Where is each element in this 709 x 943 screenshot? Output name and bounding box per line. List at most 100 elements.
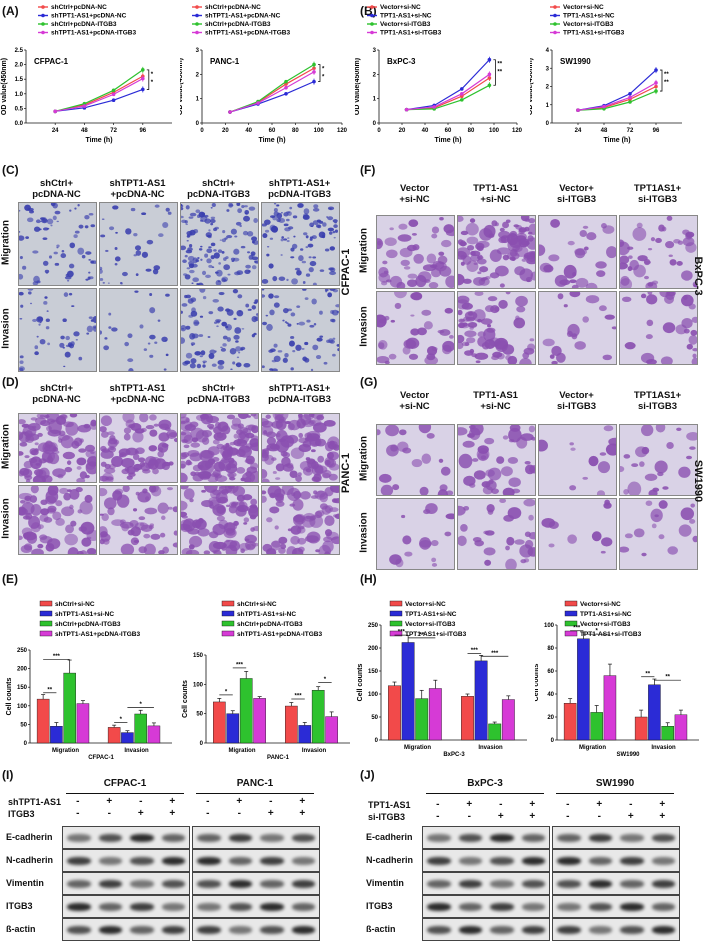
cell-blob	[173, 530, 177, 536]
cell-blob	[236, 203, 241, 207]
data-point	[111, 88, 116, 93]
cell-blob	[33, 275, 40, 284]
bxpc-cellcount-chart: Vector+si-NCTPT1-AS1+si-NCVector+si-ITGB…	[357, 600, 527, 758]
protein-band	[620, 856, 644, 865]
cell-blob	[440, 239, 452, 248]
cell-blob	[579, 230, 588, 237]
cell-blob	[623, 488, 629, 495]
cell-blob	[291, 492, 296, 497]
cell-blob	[187, 233, 192, 237]
cell-blob	[380, 484, 394, 495]
sig-mark: ***	[53, 654, 61, 660]
cell-blob	[184, 254, 188, 258]
legend-label: shTPT1-AS1+pcDNA-ITGB3	[205, 30, 290, 37]
cell-blob	[202, 296, 207, 300]
cell-blob	[438, 458, 444, 463]
cell-blob	[429, 264, 438, 269]
cell-blob	[458, 341, 464, 350]
cell-blob	[248, 270, 251, 273]
cell-blob	[548, 521, 559, 529]
legend-marker	[41, 30, 45, 35]
cell-blob	[548, 254, 560, 262]
legend-swatch	[564, 600, 578, 607]
x-tick-label: 80	[468, 128, 475, 134]
cell-blob	[550, 218, 561, 228]
chart-title: CFPAC-1	[34, 57, 69, 66]
legend-label: shCtrl+si-NC	[55, 601, 95, 608]
cell-blob	[225, 504, 231, 507]
cell-blob	[135, 447, 145, 455]
cell-blob	[241, 205, 245, 209]
column-title-line: Vector+	[559, 390, 594, 401]
cell-blob	[658, 224, 665, 232]
cell-blob	[148, 525, 154, 530]
cell-blob	[135, 491, 140, 496]
protein-band	[490, 856, 514, 865]
cell-blob	[222, 335, 228, 340]
protein-band	[67, 879, 91, 888]
legend-swatch	[389, 600, 403, 607]
cell-blob	[509, 230, 518, 237]
cell-blob	[65, 344, 71, 348]
protein-band	[588, 833, 612, 842]
cell-blob	[188, 544, 195, 550]
cell-blob	[164, 427, 171, 431]
cell-blob	[469, 218, 476, 223]
cell-blob	[139, 461, 146, 467]
cell-blob	[278, 536, 288, 545]
cell-blob	[412, 244, 420, 251]
cell-blob	[403, 266, 411, 270]
cell-blob	[296, 323, 299, 325]
cell-blob	[157, 447, 164, 452]
cell-blob	[149, 354, 154, 358]
cell-blob	[233, 520, 239, 526]
cell-blob	[78, 448, 87, 453]
condition-sign: -	[206, 808, 210, 819]
cell-blob	[284, 227, 291, 232]
cell-blob	[467, 244, 475, 251]
cell-blob	[188, 216, 194, 219]
cell-blob	[686, 343, 693, 350]
cell-blob	[520, 216, 530, 222]
cell-blob	[204, 214, 209, 218]
cell-blob	[305, 273, 311, 277]
cell-blob	[19, 318, 23, 320]
cell-blob	[394, 302, 402, 309]
cell-blob	[646, 358, 657, 364]
cell-blob	[19, 355, 24, 359]
cell-blob	[569, 485, 577, 491]
cell-blob	[66, 460, 72, 465]
cell-blob	[181, 500, 188, 511]
panel-label-h: (H)	[360, 572, 377, 586]
cell-blob	[477, 271, 482, 275]
protein-band	[228, 856, 252, 865]
microscopy-image	[99, 413, 178, 483]
cell-blob	[100, 450, 114, 459]
cell-blob	[498, 236, 507, 244]
cell-blob	[195, 259, 200, 263]
category-sublabel: PANC-1	[267, 755, 290, 761]
cell-blob	[658, 500, 668, 509]
cell-blob	[214, 321, 218, 324]
cell-blob	[386, 444, 399, 457]
column-title-line: shCtrl+	[40, 178, 73, 189]
cell-blob	[67, 489, 72, 492]
cell-blob	[24, 455, 30, 459]
protein-band	[521, 856, 545, 865]
cell-blob	[35, 462, 41, 466]
cell-blob	[296, 305, 301, 308]
cell-blob	[458, 427, 468, 436]
sig-mark: *	[322, 67, 325, 73]
cell-blob	[253, 217, 258, 224]
data-point	[82, 104, 87, 108]
cell-blob	[668, 254, 673, 258]
cell-blob	[470, 425, 484, 436]
cell-blob	[210, 255, 215, 260]
cell-blob	[569, 279, 577, 284]
column-title-line: Vector+	[559, 183, 594, 194]
microscopy-image	[99, 288, 178, 372]
cell-blob	[108, 326, 112, 329]
cell-blob	[527, 231, 533, 235]
cell-blob	[200, 245, 203, 248]
legend-marker	[41, 5, 45, 9]
